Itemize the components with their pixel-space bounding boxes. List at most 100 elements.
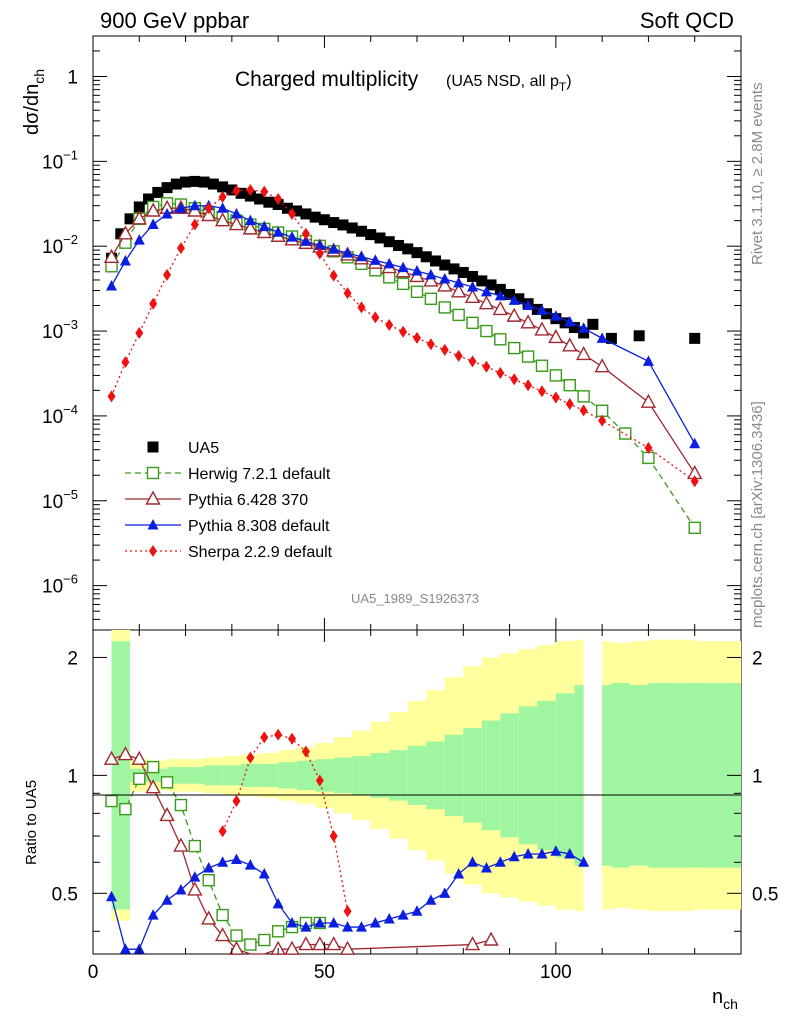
pythia6-point <box>256 224 272 239</box>
pythia8-ratio-point <box>147 909 159 920</box>
sherpa-ratio-point <box>232 795 241 808</box>
pythia8-point <box>536 304 548 315</box>
herwig-ratio-point <box>146 760 160 774</box>
herwig-ratio-point <box>188 839 202 853</box>
sherpa-point <box>288 207 297 220</box>
pythia6-point <box>201 207 217 222</box>
pythia6-ratio-point <box>228 940 245 955</box>
band-inner-bin <box>444 734 464 817</box>
pythia8-point <box>342 247 354 258</box>
pythia8-point <box>272 226 284 237</box>
pythia6-ratio-point <box>464 936 481 951</box>
chart-subtitle: (UA5 NSD, all pT) <box>446 73 572 94</box>
legend-marker-herwig <box>146 466 160 480</box>
band-inner-bin <box>352 756 371 795</box>
data-point <box>207 178 219 190</box>
pythia8-point <box>564 315 576 327</box>
data-point <box>457 266 469 278</box>
sherpa-ratio-point <box>246 751 255 764</box>
herwig-ratio-point <box>119 802 132 816</box>
pythia6-point <box>437 277 453 292</box>
legend-marker-pythia8 <box>147 519 159 530</box>
pythia8-point <box>522 299 534 311</box>
data-point <box>180 176 192 188</box>
pythia6-point <box>103 248 120 263</box>
pythia8-ratio-point <box>383 912 395 924</box>
pythia6-point <box>242 220 259 235</box>
legend-label-pythia8: Pythia 8.308 default <box>188 518 330 535</box>
data-point <box>217 181 229 193</box>
band-inner-bin <box>602 685 612 866</box>
data-point <box>115 228 127 240</box>
band-inner-bin <box>204 765 223 786</box>
pythia8-ratio-point <box>106 890 118 902</box>
pythia8-point <box>258 220 270 232</box>
data-point <box>152 186 164 198</box>
header-left: 900 GeV ppbar <box>100 8 249 33</box>
sherpa-ratio-point <box>329 830 338 843</box>
sherpa-point <box>440 343 449 356</box>
pythia6-ratio-point <box>339 940 356 955</box>
pythia8-point <box>286 231 298 242</box>
pythia8-point <box>596 332 608 343</box>
pythia8-ratio-point <box>480 862 492 873</box>
x-tick-label: 100 <box>540 962 572 983</box>
herwig-ratio-point <box>174 798 188 812</box>
pythia6-ratio-point <box>145 779 161 794</box>
pythia6-ratio-point <box>326 936 342 951</box>
data-point <box>291 205 303 217</box>
herwig-point <box>410 285 424 299</box>
sherpa-point <box>357 301 366 314</box>
pythia8-point <box>217 202 229 213</box>
band-inner-bin <box>278 762 297 789</box>
data-point <box>124 213 136 225</box>
data-point <box>485 279 497 291</box>
pythia8-ratio-point <box>397 909 409 920</box>
herwig-ratio-point <box>230 929 243 942</box>
rivet-label: Rivet 3.1.10, ≥ 2.8M events <box>749 83 766 266</box>
sherpa-point <box>399 325 408 338</box>
pythia8-ratio-point <box>272 897 284 909</box>
band-inner-bin <box>370 753 390 798</box>
herwig-ratio-point <box>105 794 118 808</box>
pythia6-ratio-point <box>298 936 314 951</box>
herwig-point <box>535 359 549 372</box>
band-inner-bin <box>629 685 649 866</box>
pythia8-point <box>133 234 145 245</box>
axis-ticks <box>92 35 742 954</box>
pythia6-ratio-point <box>131 750 147 765</box>
pythia8-point <box>508 294 520 305</box>
main-series <box>103 175 703 535</box>
data-point <box>281 202 293 214</box>
data-point <box>161 182 173 194</box>
herwig-ratio-point <box>216 908 229 922</box>
band-inner-bin <box>537 700 556 850</box>
rivet-label-group: Rivet 3.1.10, ≥ 2.8M events <box>749 83 766 266</box>
pythia8-ratio-point <box>244 859 256 870</box>
y-tick-labels-main: 1 10−1 10−2 10−3 10−4 10−5 10−6 <box>42 67 78 597</box>
legend-label-pythia6: Pythia 6.428 370 <box>188 492 308 509</box>
band-inner-bin <box>111 641 131 910</box>
band-inner-bin <box>407 745 427 805</box>
pythia8-point <box>369 254 381 265</box>
band-inner-bin <box>389 750 408 801</box>
data-point <box>420 251 432 263</box>
sherpa-point <box>496 367 505 380</box>
pythia8-point <box>230 207 242 219</box>
sherpa-point <box>204 202 213 215</box>
pythia6-point <box>450 283 467 298</box>
sherpa-point <box>246 183 255 196</box>
band-inner-bin <box>333 757 353 794</box>
pythia6-point <box>562 337 578 352</box>
sherpa-point <box>274 192 283 205</box>
legend-marker-pythia6 <box>145 490 161 505</box>
y-tick-label: 10−6 <box>42 572 78 598</box>
pythia8-ratio-point <box>300 921 312 932</box>
pythia6-point <box>214 212 231 227</box>
pythia8-ratio-point <box>286 916 298 928</box>
ylabel-ratio-group: Ratio to UA5 <box>23 780 40 865</box>
pythia8-point <box>453 276 465 288</box>
pythia8-ratio-point <box>411 905 423 916</box>
pythia8-point <box>106 279 118 291</box>
sherpa-point <box>121 356 130 369</box>
